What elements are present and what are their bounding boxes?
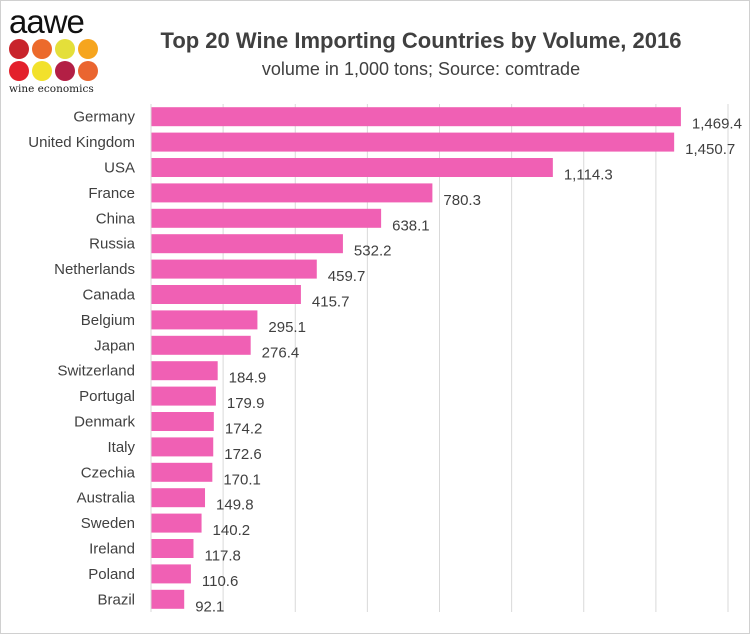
logo-dot — [55, 39, 75, 59]
logo-subtitle: wine economics — [9, 83, 94, 95]
logo-wordmark: aawe — [9, 3, 85, 40]
bar — [151, 259, 317, 279]
bar — [151, 107, 681, 127]
bar — [151, 285, 301, 304]
bar — [151, 412, 214, 431]
category-label: Russia — [89, 236, 136, 253]
category-label: Ireland — [89, 541, 135, 558]
category-label: Poland — [88, 566, 135, 583]
data-label: 179.9 — [227, 395, 265, 412]
bar — [151, 361, 218, 381]
data-label: 1,450.7 — [685, 141, 735, 158]
logo-dot — [9, 39, 29, 59]
category-label: France — [88, 185, 135, 202]
bar — [151, 589, 185, 609]
bar — [151, 158, 553, 177]
category-label: Japan — [94, 337, 135, 354]
chart-title: Top 20 Wine Importing Countries by Volum… — [160, 28, 682, 53]
category-label: Brazil — [97, 591, 135, 608]
bar — [151, 564, 191, 584]
data-label: 149.8 — [216, 497, 254, 514]
category-label: Netherlands — [54, 261, 135, 278]
chart-subtitle: volume in 1,000 tons; Source: comtrade — [261, 59, 581, 79]
logo-dot — [32, 61, 52, 81]
bar — [151, 386, 216, 406]
category-label: Belgium — [81, 312, 135, 329]
data-label: 295.1 — [268, 319, 306, 336]
data-label: 638.1 — [392, 217, 430, 234]
data-label: 415.7 — [312, 294, 350, 311]
data-label: 184.9 — [229, 370, 267, 387]
bar — [151, 513, 202, 533]
bar — [151, 208, 382, 228]
bar — [151, 437, 214, 457]
category-label: China — [96, 210, 136, 227]
data-label: 174.2 — [225, 421, 263, 438]
bar — [151, 310, 258, 330]
logo-dots — [9, 39, 104, 81]
logo-dot — [78, 61, 98, 81]
data-label: 117.8 — [204, 548, 240, 565]
category-label: United Kingdom — [28, 134, 135, 151]
bar — [151, 183, 433, 203]
logo-dot — [78, 39, 98, 59]
logo-dot — [9, 61, 29, 81]
category-label: USA — [104, 160, 135, 177]
data-label: 532.2 — [354, 243, 392, 260]
data-label: 459.7 — [328, 268, 366, 285]
category-label: Italy — [107, 439, 135, 456]
logo-dot — [32, 39, 52, 59]
category-label: Sweden — [81, 515, 135, 532]
data-label: 1,114.3 — [564, 167, 613, 184]
bar — [151, 539, 194, 558]
data-label: 780.3 — [443, 192, 481, 209]
category-label: Denmark — [74, 414, 135, 431]
bar — [151, 462, 213, 482]
category-label: Germany — [73, 109, 135, 126]
data-label: 170.1 — [223, 471, 261, 488]
data-label: 92.1 — [195, 598, 224, 615]
category-label: Canada — [82, 287, 135, 304]
data-label: 172.6 — [224, 446, 262, 463]
aawe-logo: aawe wine economics — [9, 3, 104, 95]
bar — [151, 335, 251, 355]
category-label: Switzerland — [57, 363, 135, 380]
data-label: 1,469.4 — [692, 116, 742, 133]
data-label: 140.2 — [213, 522, 251, 539]
bar — [151, 132, 675, 152]
logo-dot — [55, 61, 75, 81]
bar — [151, 234, 343, 254]
category-label: Australia — [77, 490, 136, 507]
category-label: Czechia — [81, 464, 136, 481]
data-label: 276.4 — [262, 344, 300, 361]
bar — [151, 488, 206, 508]
data-label: 110.6 — [202, 573, 238, 590]
category-label: Portugal — [79, 388, 135, 405]
